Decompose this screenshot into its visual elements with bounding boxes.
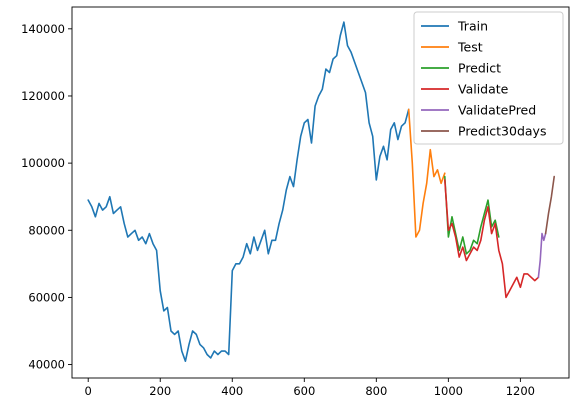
y-tick-label: 140000 (21, 22, 65, 36)
legend-label-predict: Predict (458, 61, 501, 76)
series-line-validate (443, 179, 540, 299)
legend-label-validatepred: ValidatePred (458, 103, 536, 118)
series-line-predict (443, 175, 500, 255)
legend-label-validate: Validate (458, 82, 509, 97)
legend-label-test: Test (457, 40, 483, 55)
legend-label-train: Train (457, 19, 488, 34)
x-tick-label: 200 (149, 384, 171, 398)
axis-layer: 0 200 400 600 800 1000 1200 40000 60000 80000 1000… (21, 22, 535, 398)
y-tick-label: 40000 (28, 358, 65, 372)
series-line-test (407, 108, 446, 238)
y-tick-label: 60000 (28, 290, 65, 304)
series-line-validatepred (537, 232, 547, 279)
y-tick-label: 120000 (21, 89, 65, 103)
x-tick-label: 1200 (506, 384, 535, 398)
legend-label-predict30days: Predict30days (458, 124, 546, 139)
y-tick-label: 80000 (28, 223, 65, 237)
series-line-predict30days (544, 175, 556, 235)
legend-box (413, 11, 564, 145)
x-tick-label: 0 (85, 384, 92, 398)
y-tick-label: 100000 (21, 156, 65, 170)
x-tick-label: 1000 (434, 384, 463, 398)
series-line-train (87, 21, 410, 363)
x-tick-label: 800 (365, 384, 387, 398)
legend: Train Test Predict Validate ValidatePred Pred… (413, 11, 564, 145)
plot-frame (71, 6, 570, 379)
x-tick-label: 400 (221, 384, 243, 398)
x-tick-label: 600 (293, 384, 315, 398)
series-layer (87, 21, 556, 363)
